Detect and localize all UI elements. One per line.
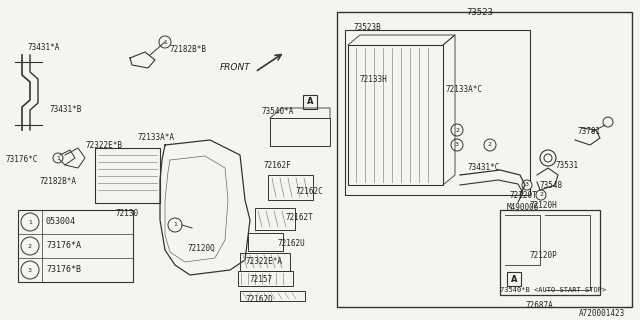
- Bar: [95, 148, 160, 203]
- Text: 3: 3: [525, 182, 529, 188]
- Text: 73523B: 73523B: [353, 22, 381, 31]
- Circle shape: [522, 180, 532, 190]
- Text: 72322E*B: 72322E*B: [85, 140, 122, 149]
- Text: 1: 1: [163, 39, 167, 44]
- Bar: [238, 271, 293, 286]
- Text: 1: 1: [28, 220, 32, 225]
- Text: 3: 3: [455, 142, 459, 148]
- Text: 1: 1: [173, 222, 177, 228]
- Circle shape: [536, 190, 546, 200]
- Bar: [240, 291, 305, 301]
- Text: 73540*B <AUTO START STOP>: 73540*B <AUTO START STOP>: [500, 287, 606, 293]
- Text: 73176*C: 73176*C: [5, 156, 37, 164]
- Circle shape: [484, 139, 496, 151]
- Text: 2: 2: [28, 244, 32, 249]
- Text: 72120P: 72120P: [530, 251, 557, 260]
- Bar: [500, 210, 600, 295]
- Bar: [507, 272, 521, 286]
- Text: 73176*B: 73176*B: [46, 266, 81, 275]
- Text: 73781: 73781: [578, 127, 601, 137]
- Bar: [248, 233, 283, 251]
- Circle shape: [540, 150, 556, 166]
- Text: 73431*A: 73431*A: [28, 44, 60, 52]
- Text: M490006: M490006: [507, 204, 540, 212]
- Text: 1: 1: [56, 156, 60, 161]
- Bar: [268, 175, 313, 200]
- Text: 72162D: 72162D: [245, 295, 273, 305]
- Text: 73431*C: 73431*C: [467, 163, 499, 172]
- Circle shape: [21, 261, 39, 279]
- Text: 2: 2: [488, 142, 492, 148]
- Bar: [255, 208, 295, 230]
- Text: 72162C: 72162C: [295, 188, 323, 196]
- Circle shape: [21, 237, 39, 255]
- Text: 73548: 73548: [540, 180, 563, 189]
- Text: 72120T: 72120T: [510, 190, 538, 199]
- Text: 73531: 73531: [555, 161, 578, 170]
- Text: 73523: 73523: [467, 8, 493, 17]
- Text: A: A: [307, 98, 313, 107]
- Text: FRONT: FRONT: [220, 63, 250, 73]
- Text: 73431*B: 73431*B: [50, 106, 83, 115]
- Text: 72133A*C: 72133A*C: [445, 85, 482, 94]
- Text: 3: 3: [28, 268, 32, 273]
- Text: 72120H: 72120H: [530, 201, 557, 210]
- Bar: [240, 253, 290, 271]
- Text: 053004: 053004: [46, 218, 76, 227]
- Circle shape: [168, 218, 182, 232]
- Text: 72130: 72130: [115, 209, 138, 218]
- Text: 72162T: 72162T: [285, 213, 313, 222]
- Circle shape: [53, 153, 63, 163]
- Bar: [18, 210, 133, 282]
- Text: 72322E*A: 72322E*A: [245, 258, 282, 267]
- Circle shape: [544, 154, 552, 162]
- Text: 72133A*A: 72133A*A: [138, 133, 175, 142]
- Text: 2: 2: [455, 127, 459, 132]
- Bar: [348, 45, 443, 185]
- Circle shape: [451, 139, 463, 151]
- Bar: [337, 12, 632, 307]
- Bar: [345, 30, 530, 195]
- Text: 72162U: 72162U: [278, 238, 306, 247]
- Circle shape: [451, 124, 463, 136]
- Text: A720001423: A720001423: [579, 308, 625, 317]
- Text: 73176*A: 73176*A: [46, 242, 81, 251]
- Bar: [303, 95, 317, 109]
- Text: 72182B*B: 72182B*B: [170, 45, 207, 54]
- Circle shape: [159, 36, 171, 48]
- Circle shape: [603, 117, 613, 127]
- Circle shape: [21, 213, 39, 231]
- Text: 72157: 72157: [250, 276, 273, 284]
- Text: 72162F: 72162F: [264, 161, 292, 170]
- Bar: [270, 118, 330, 146]
- Text: 72133H: 72133H: [360, 76, 388, 84]
- Text: 2: 2: [539, 193, 543, 197]
- Text: 72687A: 72687A: [525, 300, 553, 309]
- Text: 72120Q: 72120Q: [188, 244, 216, 252]
- Text: A: A: [511, 275, 517, 284]
- Text: 73540*A: 73540*A: [262, 108, 294, 116]
- Text: 72182B*A: 72182B*A: [40, 178, 77, 187]
